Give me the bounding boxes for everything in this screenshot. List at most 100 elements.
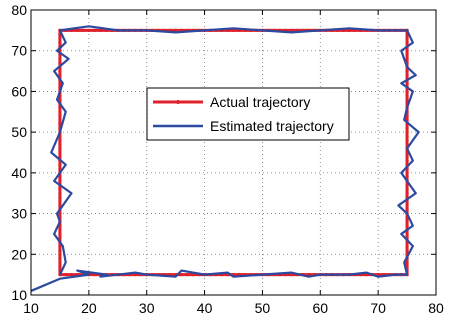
actual-point (75, 28, 79, 32)
actual-point (58, 142, 62, 146)
actual-point (93, 28, 97, 32)
plot-frame (30, 9, 437, 296)
legend-box (146, 87, 350, 141)
actual-point (58, 118, 62, 122)
actual-point (58, 150, 62, 155)
plot-background (31, 10, 436, 295)
actual-point (405, 220, 409, 224)
y-tick-label: 50 (11, 124, 27, 140)
actual-point (405, 73, 409, 77)
actual-point (58, 232, 62, 236)
x-tick-label: 70 (370, 300, 386, 316)
actual-point (405, 260, 409, 265)
actual-point (58, 264, 62, 269)
series-line-estimated (30, 25, 420, 292)
actual-point (58, 163, 62, 167)
actual-point (405, 175, 409, 179)
legend-label-actual: Actual trajectory (210, 94, 310, 110)
actual-point (58, 138, 62, 142)
actual-point (405, 248, 409, 252)
actual-point (405, 81, 409, 85)
actual-point (174, 28, 178, 32)
actual-point (185, 273, 189, 277)
actual-point (405, 159, 409, 163)
actual-point (405, 69, 409, 73)
actual-point (58, 114, 62, 118)
actual-point (405, 36, 409, 41)
actual-point (58, 110, 62, 114)
actual-point (58, 61, 62, 65)
actual-point (58, 256, 62, 260)
actual-point (405, 232, 409, 236)
actual-point (405, 171, 409, 175)
actual-point (58, 211, 62, 216)
actual-point (58, 97, 62, 102)
actual-point (58, 57, 62, 61)
legend-marker-actual (176, 100, 180, 104)
actual-point (405, 53, 409, 57)
actual-point (405, 126, 409, 130)
actual-point (58, 175, 62, 179)
y-tick-label: 80 (11, 2, 27, 18)
y-tick-label: 20 (11, 246, 27, 262)
actual-point (58, 167, 62, 171)
actual-point (58, 252, 62, 256)
tick-layer: 10 20 30 40 50 60 70 80 10 20 30 40 50 60 70 80 (11, 2, 444, 316)
actual-point (58, 187, 62, 191)
actual-point (58, 236, 62, 240)
y-tick-label: 70 (11, 43, 27, 59)
actual-point (58, 195, 62, 199)
actual-point (289, 28, 293, 32)
actual-point (405, 97, 409, 102)
actual-point (87, 28, 91, 32)
x-tick-label: 80 (428, 300, 444, 316)
actual-point (58, 106, 62, 110)
actual-point (405, 57, 409, 61)
series-layer (30, 25, 420, 292)
actual-point (58, 146, 62, 151)
actual-point (179, 273, 184, 277)
y-tick-label: 30 (11, 206, 27, 222)
actual-point (405, 187, 409, 191)
actual-point (64, 273, 68, 277)
actual-point (58, 154, 62, 159)
actual-point (58, 248, 62, 252)
actual-point (405, 89, 409, 94)
actual-point (58, 244, 62, 248)
y-tick-label: 10 (11, 287, 27, 303)
actual-point (405, 203, 409, 208)
actual-point (405, 93, 409, 98)
actual-point (405, 138, 409, 142)
actual-point (58, 69, 62, 73)
actual-point (405, 207, 409, 212)
actual-point (58, 191, 62, 195)
actual-point (405, 130, 409, 134)
actual-point (347, 28, 351, 32)
y-tick-label: 60 (11, 83, 27, 99)
actual-point (58, 36, 62, 41)
x-tick-label: 40 (197, 300, 213, 316)
actual-point (405, 183, 409, 187)
x-tick-label: 20 (81, 300, 97, 316)
actual-point (405, 134, 409, 138)
actual-point (405, 154, 409, 159)
actual-point (58, 73, 62, 77)
actual-point (405, 49, 409, 53)
actual-point (405, 40, 409, 45)
x-tick-label: 50 (255, 300, 271, 316)
actual-point (58, 203, 62, 208)
x-tick-label: 60 (312, 300, 328, 316)
legend: Actual trajectory Estimated trajectory (146, 87, 350, 141)
actual-point (58, 228, 62, 232)
actual-point (58, 122, 62, 126)
actual-point (231, 28, 236, 32)
actual-point (405, 191, 409, 195)
actual-point (405, 142, 409, 146)
actual-point (58, 199, 62, 203)
actual-point (405, 224, 409, 228)
actual-point (58, 40, 62, 45)
actual-point (81, 28, 85, 32)
actual-point (69, 273, 74, 277)
legend-label-estimated: Estimated trajectory (210, 118, 334, 134)
